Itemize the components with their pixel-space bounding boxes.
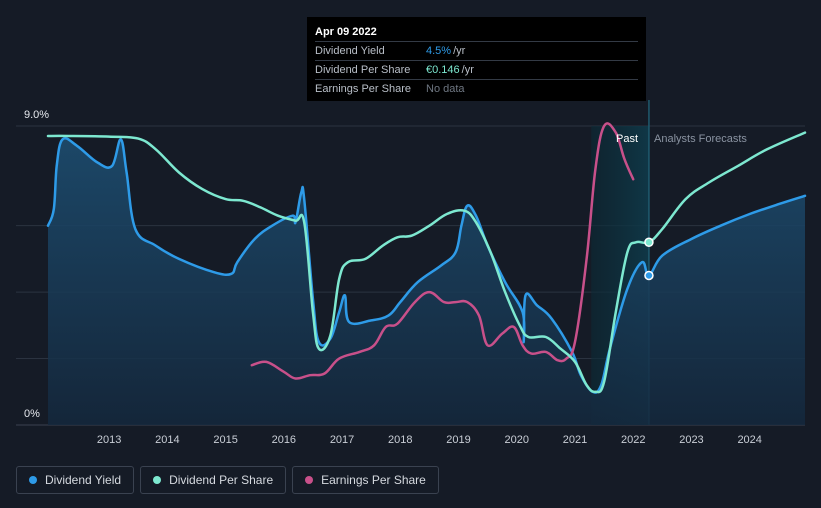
legend-item-earnings-per-share[interactable]: Earnings Per Share <box>292 466 439 494</box>
tooltip-row-label: Earnings Per Share <box>315 83 411 95</box>
x-tick-label: 2017 <box>330 434 354 446</box>
x-tick-label: 2016 <box>272 434 296 446</box>
marker-dividend-yield <box>644 270 654 281</box>
legend: Dividend Yield Dividend Per Share Earnin… <box>16 466 439 494</box>
x-tick-label: 2021 <box>563 434 587 446</box>
legend-dot-icon <box>29 476 37 484</box>
forecast-zone-label: Analysts Forecasts <box>654 133 747 145</box>
x-tick-label: 2015 <box>213 434 237 446</box>
tooltip-row-value: 4.5%/yr <box>426 42 465 60</box>
series-area-dividend-yield <box>48 138 805 425</box>
legend-item-dividend-yield[interactable]: Dividend Yield <box>16 466 135 494</box>
series-line-earnings-per-share <box>250 122 635 380</box>
tooltip-date: Apr 09 2022 <box>315 26 377 38</box>
legend-label: Earnings Per Share <box>321 473 426 487</box>
x-tick-label: 2014 <box>155 434 179 446</box>
series-layer <box>46 122 807 425</box>
x-tick-label: 2020 <box>505 434 529 446</box>
tooltip-value-number: €0.146 <box>426 64 460 76</box>
legend-item-dividend-per-share[interactable]: Dividend Per Share <box>140 466 287 494</box>
x-axis-ticks: 2013 2014 2015 2016 2017 2018 2019 2020 2021 2022… <box>97 434 762 446</box>
legend-label: Dividend Per Share <box>169 473 274 487</box>
legend-dot-icon <box>305 476 314 484</box>
y-axis-top-label: 9.0% <box>24 109 49 121</box>
tooltip-row-label: Dividend Per Share <box>315 64 411 76</box>
tooltip-value-unit: /yr <box>461 64 474 76</box>
series-line-dividend-per-share <box>46 131 807 394</box>
tooltip-row-value: €0.146/yr <box>426 61 474 79</box>
tooltip-row-dividend-per-share: Dividend Per Share €0.146/yr <box>315 60 638 79</box>
past-zone-label: Past <box>616 133 638 145</box>
tooltip-value-unit: /yr <box>453 45 466 57</box>
x-tick-label: 2018 <box>388 434 412 446</box>
tooltip-row-dividend-yield: Dividend Yield 4.5%/yr <box>315 41 638 60</box>
tooltip-row-earnings-per-share: Earnings Per Share No data <box>315 79 638 98</box>
tooltip-value-number: No data <box>426 83 465 95</box>
x-tick-label: 2023 <box>679 434 703 446</box>
x-tick-label: 2019 <box>446 434 470 446</box>
marker-dividend-per-share <box>644 237 654 248</box>
tooltip-value-number: 4.5% <box>426 45 452 57</box>
x-tick-label: 2024 <box>737 434 761 446</box>
tooltip-row-value: No data <box>426 80 465 98</box>
tooltip-row-label: Dividend Yield <box>315 45 385 57</box>
series-line-dividend-yield <box>46 136 807 394</box>
legend-label: Dividend Yield <box>45 473 122 487</box>
legend-dot-icon <box>153 476 162 484</box>
tooltip: Apr 09 2022 Dividend Yield 4.5%/yr Divid… <box>307 17 646 101</box>
x-tick-label: 2013 <box>97 434 121 446</box>
y-axis-bottom-label: 0% <box>24 408 40 420</box>
x-tick-label: 2022 <box>621 434 645 446</box>
